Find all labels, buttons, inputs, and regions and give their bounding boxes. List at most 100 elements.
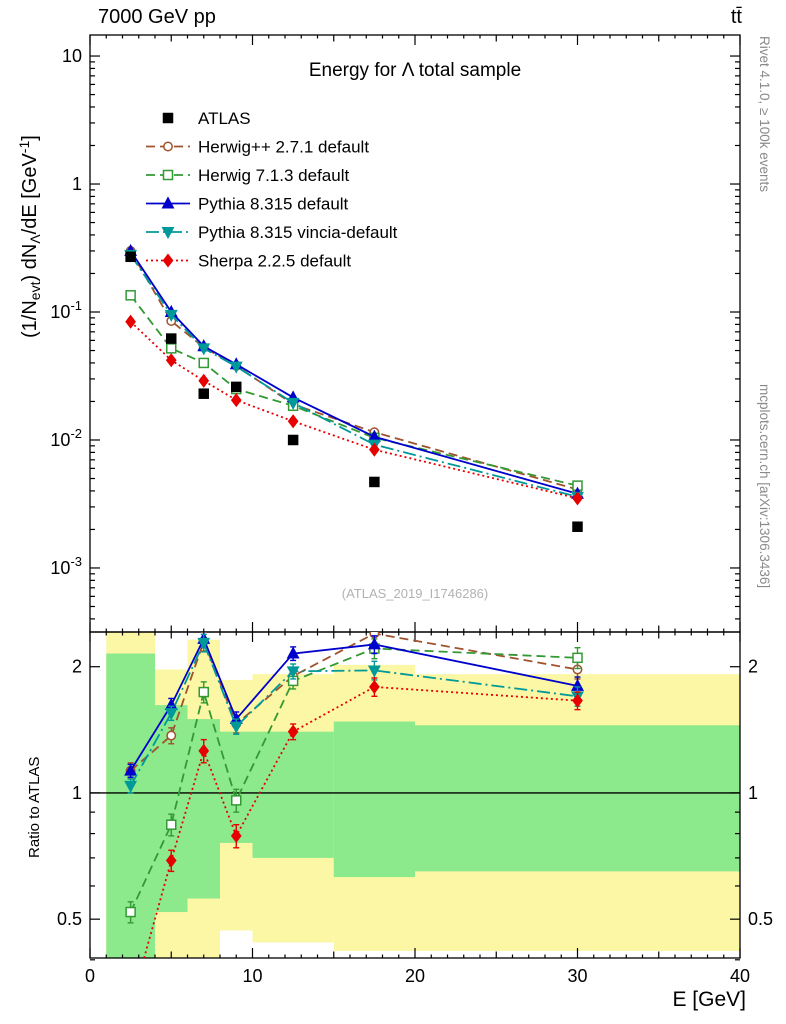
vincia-marker [229, 721, 243, 734]
green-band [415, 725, 740, 872]
series-sherpa [125, 314, 583, 506]
herwig7-marker [166, 343, 177, 354]
sherpa-marker [572, 491, 583, 506]
herwig7-line [129, 294, 578, 487]
atlas-marker [198, 388, 209, 399]
legend-item-herwigpp: Herwig++ 2.7.1 default [146, 138, 369, 157]
series-herwigpp [125, 245, 583, 495]
herwigpp-line [129, 250, 578, 491]
herwig7-legend-marker [162, 169, 174, 181]
sherpa-marker [572, 693, 583, 708]
vincia-marker [229, 361, 243, 374]
pythia-marker [286, 646, 300, 659]
vincia-marker [164, 309, 178, 322]
x-tick-label: 10 [242, 966, 262, 986]
sherpa-marker [287, 414, 299, 429]
x-tick-label: 40 [730, 966, 750, 986]
exponent: -2 [70, 426, 82, 441]
exponent: -1 [70, 298, 82, 313]
ratio-tick-label: 2 [72, 657, 82, 677]
herwig7-marker [572, 652, 583, 664]
mcplots-citation-note: mcplots.cern.ch [arXiv:1306.3436] [757, 384, 772, 589]
x-axis-label: E [GeV] [672, 988, 746, 1011]
sherpa-marker [230, 828, 242, 843]
sherpa-marker [230, 393, 242, 408]
herwig7-marker [198, 357, 209, 369]
atlas-marker [572, 521, 583, 532]
legend-label: Pythia 8.315 vincia-default [198, 223, 398, 242]
atlas-marker [287, 434, 299, 446]
ratio-tick-label: 2 [748, 657, 758, 677]
beam-energy-label: 7000 GeV pp [98, 6, 216, 28]
sherpa-marker [198, 743, 210, 758]
plot-title: Energy for Λ total sample [308, 60, 522, 81]
sherpa-marker [369, 679, 380, 694]
label-fragment: -1 [16, 140, 32, 154]
label-fragment: ) dN [19, 243, 41, 282]
herwig7-marker [198, 686, 209, 698]
series-atlas [125, 251, 583, 532]
series-pythia [124, 243, 584, 499]
ratio-tick-label: 1 [72, 783, 82, 803]
ratio-tick-label: 0.5 [748, 909, 773, 929]
vincia-marker [124, 780, 138, 793]
uncertainty-bands [106, 632, 740, 958]
x-tick-label: 20 [405, 966, 425, 986]
vincia-marker [367, 665, 381, 678]
y-tick-label: 10-1 [50, 298, 82, 322]
herwig7-marker [166, 819, 177, 830]
atlas-marker [166, 333, 177, 344]
analysis-watermark: (ATLAS_2019_I1746286) [341, 586, 489, 601]
legend-item-atlas: ATLAS [162, 109, 251, 128]
vincia-marker [197, 343, 211, 356]
vincia-marker [164, 708, 178, 721]
series-vincia [124, 249, 584, 504]
label-fragment: ] [19, 135, 41, 141]
green-band [252, 731, 334, 858]
sherpa-marker [165, 853, 177, 868]
herwig7-marker [231, 795, 242, 806]
label-fragment: Λ [27, 234, 44, 244]
mantissa: 10 [50, 430, 70, 450]
process-label: tt̄ [730, 6, 742, 28]
sherpa-marker [125, 314, 136, 329]
y-tick-label: 10 [62, 46, 82, 66]
legend-item-vincia: Pythia 8.315 vincia-default [146, 223, 398, 242]
y-axis-label: (1/Nevt) dNΛ/dE [GeV-1] [16, 135, 43, 338]
sherpa-marker [369, 442, 380, 457]
vincia-marker [197, 637, 211, 650]
atlas-marker [231, 381, 242, 393]
ratio-tick-label: 1 [748, 783, 758, 803]
vincia-marker [286, 666, 300, 679]
vincia-line [129, 254, 578, 498]
atlas-legend-marker [162, 112, 174, 124]
herwigpp-marker [166, 730, 177, 741]
legend-label: Sherpa 2.2.5 default [198, 252, 351, 271]
mantissa: 10 [50, 302, 70, 322]
label-fragment: /dE [GeV [19, 153, 41, 235]
vincia-marker [286, 397, 300, 410]
atlas-marker [125, 251, 136, 263]
legend-label: ATLAS [198, 109, 251, 128]
series-sherpa [143, 677, 583, 958]
sherpa-marker [287, 724, 299, 739]
legend-label: Herwig 7.1.3 default [198, 166, 349, 185]
sherpa-marker [198, 373, 210, 388]
pythia-legend-marker [161, 196, 175, 209]
pythia-line [129, 250, 578, 495]
legend-item-pythia: Pythia 8.315 default [146, 195, 349, 214]
rivet-version-note: Rivet 4.1.0, ≥ 100k events [757, 36, 772, 192]
sherpa-line [130, 321, 578, 500]
mantissa: 10 [50, 558, 70, 578]
ratio-axis-label: Ratio to ATLAS [26, 756, 43, 858]
sherpa-legend-marker [162, 253, 174, 268]
legend-item-sherpa: Sherpa 2.2.5 default [146, 252, 351, 271]
pythia-marker [367, 637, 381, 650]
series-herwig7 [125, 290, 583, 491]
label-fragment: (1/N [19, 300, 41, 338]
ratio-series [124, 632, 584, 958]
y-tick-label: 10-3 [50, 554, 82, 578]
